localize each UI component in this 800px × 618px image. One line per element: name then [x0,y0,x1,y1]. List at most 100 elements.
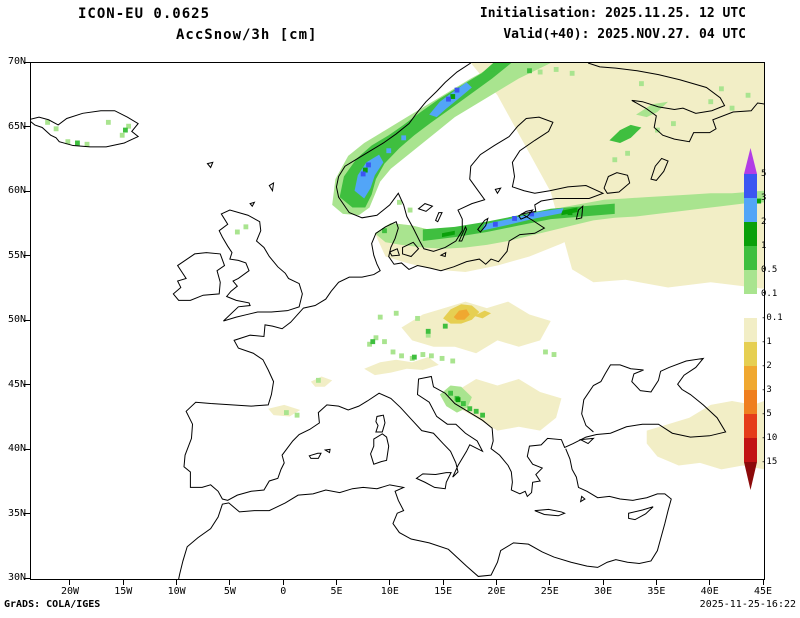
colorbar-segment [744,174,757,198]
x-axis-tickmark [389,579,391,585]
x-axis-tickmark [762,579,764,585]
x-axis-tickmark [282,579,284,585]
shade-band-dark2 [442,230,455,238]
y-axis-label: 40N [7,443,26,454]
x-axis-label: 15W [114,586,133,597]
x-axis-tickmark [655,579,657,585]
colorbar-arrow-bottom [744,462,757,490]
valid-time: Valid(+40): 2025.NOV.27. 04 UTC [503,27,746,42]
colorbar-label: 1 [761,241,767,251]
shade-alps [364,357,439,376]
island-menorca [325,449,330,452]
colorbar-label: 5 [761,169,767,179]
grads-credit: GrADS: COLA/IGES [4,599,101,610]
colorbar-label: -10 [761,433,778,443]
colorbar-segment [744,222,757,246]
shade-norway-blue-south [354,154,384,199]
island-saaremaa [519,210,533,219]
colorbar-segment [744,390,757,414]
y-axis-tickmark [24,319,30,321]
island-orkney [250,202,254,206]
colorbar-segment [744,438,757,462]
colorbar-label: 0.1 [761,289,778,299]
y-axis-tickmark [24,448,30,450]
y-axis-tickmark [24,513,30,514]
colorbar-label: -3 [761,385,772,395]
x-axis-label: 10W [167,586,186,597]
island-fyn [390,249,400,256]
lake-vanern [419,204,433,212]
y-axis-label: 55N [7,249,26,261]
shade-norway-core [339,63,512,208]
y-axis-label: 70N [7,56,26,67]
lake-ladoga [604,173,630,194]
shade-nw-russia [636,101,669,118]
lake-peipus [576,206,582,219]
colorbar-segment [744,246,757,270]
x-axis-label: 45E [753,586,773,597]
coastline-britain [219,210,302,321]
x-axis-tickmark [495,579,497,585]
colorbar-arrow-top [744,148,757,174]
shade-karelia [609,124,642,143]
colorbar-segment [744,198,757,222]
island-crete [535,509,565,515]
x-axis-label: 10E [380,586,399,597]
colorbar-label: -5 [761,409,772,419]
island-zealand [403,242,419,256]
y-axis-tickmark [24,384,30,385]
sea-marmara [581,438,594,443]
colorbar-label: -0.1 [761,313,783,323]
colorbar-segment [744,414,757,438]
x-axis-tickmark [336,579,338,585]
coastline-ireland [173,253,224,301]
colorbar-segment [744,270,757,294]
snow-dots-light-green [45,65,751,418]
y-axis-label: 45N [7,378,26,390]
colorbar-label: 3 [761,193,767,203]
coastline-white-sea [588,63,764,142]
colorbar-label: -2 [761,361,772,371]
y-axis-label: 35N [7,507,26,519]
island-mallorca [309,453,321,458]
island-faroe [207,162,212,167]
x-axis-tickmark [69,579,71,585]
y-axis-tickmark [24,255,30,256]
y-axis-tickmark [24,61,30,63]
y-axis-tickmark [24,126,30,127]
island-rhodes [581,496,585,501]
x-axis-label: 40E [700,586,719,597]
island-sardinia [371,434,389,464]
colorbar-segment [744,294,757,318]
x-axis-label: 0 [280,586,287,597]
snow-dots-light-blue [386,135,407,154]
island-aland [495,188,500,193]
x-axis-label: 5E [330,586,343,597]
shade-massif [310,376,333,387]
x-axis-label: 20W [60,586,79,597]
shade-melt-yellow2 [473,310,492,319]
colorbar: 5 3 2 1 0.5 0.1 -0.1 -1 -2 -3 -5 -10 -15 [744,148,784,490]
plot-timestamp: 2025-11-25-16:22 [699,599,796,610]
coastline-turkey-africa [179,449,672,579]
model-title: ICON-EU 0.0625 [78,6,211,22]
snow-dots-blue [360,87,535,227]
colorbar-segment [744,342,757,366]
coastline-layer [31,63,764,579]
variable-title: AccSnow/3h [cm] [176,27,318,43]
lake-vattern [436,213,442,222]
shade-baltic-blue [481,208,564,231]
shade-central-europe [401,301,551,354]
island-bornholm [441,253,446,257]
x-axis-tickmark [442,579,444,585]
shade-melt-orange [453,309,470,320]
shade-caucasus [646,400,764,470]
colorbar-segment [744,318,757,342]
island-shetland [269,183,273,191]
coastline-mainland [184,63,726,500]
x-axis-label: 25E [540,586,559,597]
coastline-iceland [31,111,138,147]
x-axis-tickmark [176,579,178,585]
island-gotland [478,218,488,232]
